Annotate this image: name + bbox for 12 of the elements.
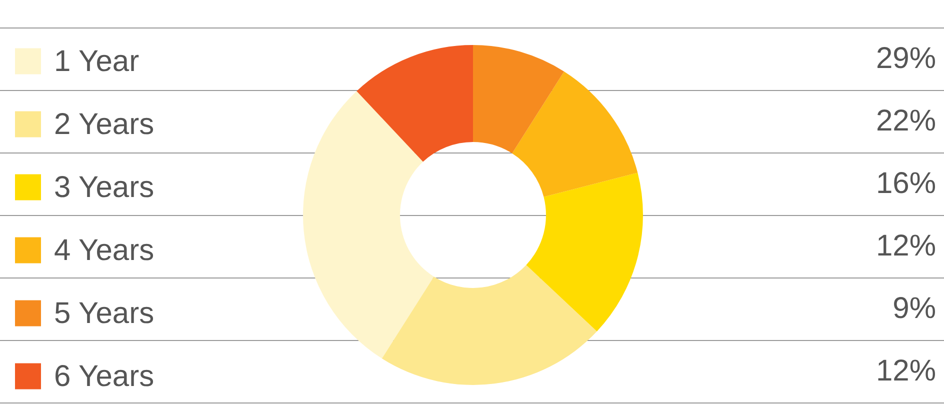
data-label: 29% (876, 42, 936, 75)
legend-label: 5 Years (54, 296, 154, 330)
data-label: 16% (876, 166, 936, 200)
legend-label: 1 Year (54, 44, 140, 78)
data-label: 22% (876, 104, 936, 138)
legend-label: 6 Years (54, 360, 154, 393)
data-label: 12% (876, 229, 936, 262)
legend-label: 3 Years (54, 170, 154, 204)
legend-label: 4 Years (54, 234, 154, 267)
data-label: 9% (892, 292, 936, 325)
legend-label: 2 Years (54, 108, 154, 141)
data-label: 12% (876, 354, 936, 388)
